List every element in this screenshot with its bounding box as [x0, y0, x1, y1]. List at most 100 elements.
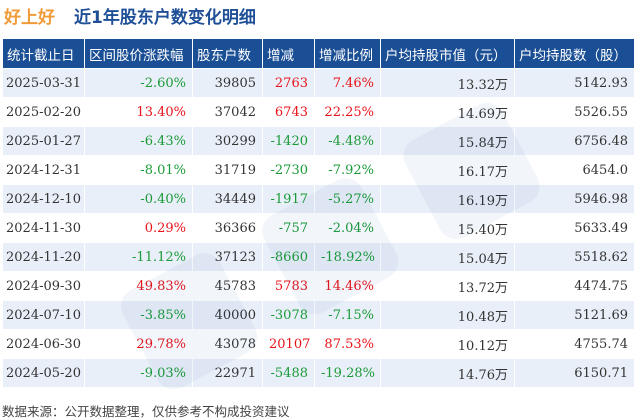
cell-change: 6743: [262, 97, 315, 127]
cell-avg-value: 16.19万: [380, 184, 515, 214]
cell-holders: 34449: [192, 184, 263, 214]
cell-change-pct: -5.27%: [314, 184, 381, 214]
cell-change: -2730: [262, 155, 315, 185]
cell-avg-value: 14.69万: [380, 97, 515, 127]
cell-change: -5488: [262, 358, 315, 388]
table-body: 2025-03-31 -2.60% 39805 2763 7.46% 13.32万 5142…: [2, 68, 635, 388]
cell-date: 2025-03-31: [2, 68, 85, 98]
cell-change-pct: -7.15%: [314, 300, 381, 330]
title-bar: 好上好 近1年股东户数变化明细: [0, 0, 636, 30]
cell-holders: 22971: [192, 358, 263, 388]
cell-change: -757: [262, 213, 315, 243]
cell-holders: 36366: [192, 213, 263, 243]
cell-date: 2024-12-31: [2, 155, 85, 185]
cell-avg-shares: 5526.55: [514, 97, 635, 127]
cell-holders: 43078: [192, 329, 263, 359]
page-title: 近1年股东户数变化明细: [74, 8, 256, 28]
cell-avg-value: 15.40万: [380, 213, 515, 243]
cell-change-pct: 14.46%: [314, 271, 381, 301]
table-row: 2025-03-31 -2.60% 39805 2763 7.46% 13.32万 5142…: [2, 68, 635, 98]
cell-price-change: 29.78%: [84, 329, 193, 359]
table-row: 2024-11-20 -11.12% 37123 -8660 -18.92% 15.04万…: [2, 242, 635, 272]
cell-change-pct: -4.48%: [314, 126, 381, 156]
cell-holders: 30299: [192, 126, 263, 156]
cell-price-change: -6.43%: [84, 126, 193, 156]
table-row: 2024-12-31 -8.01% 31719 -2730 -7.92% 16.17万 64…: [2, 155, 635, 185]
cell-price-change: 0.29%: [84, 213, 193, 243]
cell-avg-shares: 5633.49: [514, 213, 635, 243]
cell-avg-shares: 5946.98: [514, 184, 635, 214]
cell-avg-shares: 6454.0: [514, 155, 635, 185]
cell-avg-value: 10.12万: [380, 329, 515, 359]
cell-date: 2024-11-30: [2, 213, 85, 243]
cell-holders: 40000: [192, 300, 263, 330]
cell-change-pct: -19.28%: [314, 358, 381, 388]
column-header: 股东户数: [192, 38, 263, 69]
cell-date: 2024-12-10: [2, 184, 85, 214]
stock-name: 好上好: [4, 8, 55, 28]
cell-price-change: -3.85%: [84, 300, 193, 330]
cell-avg-value: 15.04万: [380, 242, 515, 272]
table-row: 2025-01-27 -6.43% 30299 -1420 -4.48% 15.84万 67…: [2, 126, 635, 156]
table-row: 2025-02-20 13.40% 37042 6743 22.25% 14.69万 552…: [2, 97, 635, 127]
column-header: 统计截止日: [2, 38, 85, 69]
cell-avg-shares: 6150.71: [514, 358, 635, 388]
cell-holders: 45783: [192, 271, 263, 301]
table-row: 2024-06-30 29.78% 43078 20107 87.53% 10.12万 47…: [2, 329, 635, 359]
cell-change: 5783: [262, 271, 315, 301]
cell-change: -3078: [262, 300, 315, 330]
cell-holders: 39805: [192, 68, 263, 98]
column-header: 增减比例: [314, 38, 381, 69]
cell-price-change: 13.40%: [84, 97, 193, 127]
cell-avg-value: 10.48万: [380, 300, 515, 330]
table-row: 2024-12-10 -0.40% 34449 -1917 -5.27% 16.19万 59…: [2, 184, 635, 214]
cell-avg-value: 14.76万: [380, 358, 515, 388]
table-row: 2024-09-30 49.83% 45783 5783 14.46% 13.72万 447…: [2, 271, 635, 301]
cell-change-pct: -7.92%: [314, 155, 381, 185]
cell-date: 2024-07-10: [2, 300, 85, 330]
cell-holders: 37042: [192, 97, 263, 127]
column-header: 户均持股市值（元）: [380, 38, 515, 69]
cell-avg-value: 13.32万: [380, 68, 515, 98]
column-header: 户均持股数（股）: [514, 38, 635, 69]
cell-avg-shares: 4755.74: [514, 329, 635, 359]
table-row: 2024-05-20 -9.03% 22971 -5488 -19.28% 14.76万 6…: [2, 358, 635, 388]
cell-price-change: -11.12%: [84, 242, 193, 272]
source-note: 数据来源：公开数据整理，仅供参考不构成投资建议: [2, 404, 290, 419]
table-header-row: 统计截止日 区间股价涨跌幅 股东户数 增减 增减比例 户均持股市值（元） 户均持…: [2, 38, 635, 69]
cell-change: -1917: [262, 184, 315, 214]
cell-price-change: -9.03%: [84, 358, 193, 388]
cell-date: 2024-05-20: [2, 358, 85, 388]
cell-avg-shares: 4474.75: [514, 271, 635, 301]
cell-date: 2024-11-20: [2, 242, 85, 272]
cell-date: 2024-09-30: [2, 271, 85, 301]
cell-change: 20107: [262, 329, 315, 359]
column-header: 增减: [262, 38, 315, 69]
cell-avg-shares: 5121.69: [514, 300, 635, 330]
cell-change-pct: 87.53%: [314, 329, 381, 359]
cell-avg-value: 16.17万: [380, 155, 515, 185]
cell-avg-shares: 5518.62: [514, 242, 635, 272]
cell-change: -8660: [262, 242, 315, 272]
cell-avg-value: 15.84万: [380, 126, 515, 156]
cell-date: 2024-06-30: [2, 329, 85, 359]
cell-price-change: -0.40%: [84, 184, 193, 214]
column-header: 区间股价涨跌幅: [84, 38, 193, 69]
cell-holders: 31719: [192, 155, 263, 185]
cell-price-change: -8.01%: [84, 155, 193, 185]
cell-change-pct: -2.04%: [314, 213, 381, 243]
cell-price-change: -2.60%: [84, 68, 193, 98]
cell-date: 2025-01-27: [2, 126, 85, 156]
cell-price-change: 49.83%: [84, 271, 193, 301]
cell-avg-shares: 6756.48: [514, 126, 635, 156]
table-row: 2024-07-10 -3.85% 40000 -3078 -7.15% 10.48万 51…: [2, 300, 635, 330]
holders-table: 统计截止日 区间股价涨跌幅 股东户数 增减 增减比例 户均持股市值（元） 户均持…: [2, 38, 635, 388]
cell-avg-shares: 5142.93: [514, 68, 635, 98]
cell-change-pct: -18.92%: [314, 242, 381, 272]
cell-change: 2763: [262, 68, 315, 98]
cell-date: 2025-02-20: [2, 97, 85, 127]
cell-change-pct: 7.46%: [314, 68, 381, 98]
cell-holders: 37123: [192, 242, 263, 272]
cell-avg-value: 13.72万: [380, 271, 515, 301]
cell-change-pct: 22.25%: [314, 97, 381, 127]
